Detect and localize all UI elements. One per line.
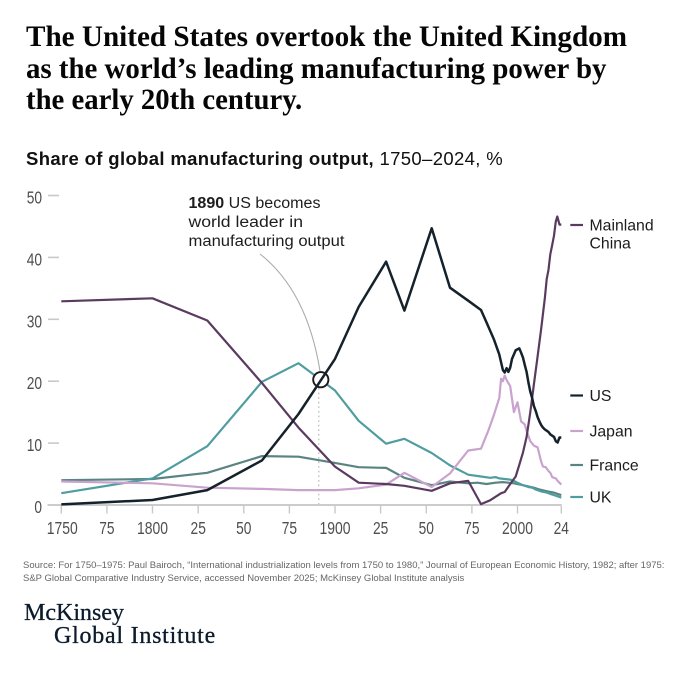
svg-text:20: 20	[27, 373, 42, 393]
svg-text:1890 US becomes: 1890 US becomes	[189, 195, 321, 212]
svg-text:UK: UK	[590, 490, 612, 507]
svg-text:Mainland: Mainland	[590, 218, 654, 235]
svg-text:1750: 1750	[47, 518, 78, 538]
svg-text:10: 10	[27, 435, 42, 455]
svg-text:50: 50	[27, 188, 42, 208]
svg-text:China: China	[590, 236, 631, 253]
svg-text:1800: 1800	[137, 518, 168, 538]
svg-text:Japan: Japan	[590, 424, 633, 441]
svg-text:75: 75	[282, 518, 297, 538]
svg-text:30: 30	[27, 311, 42, 331]
svg-text:50: 50	[236, 518, 251, 538]
svg-text:world leader in: world leader in	[187, 214, 303, 231]
svg-text:25: 25	[191, 518, 206, 538]
svg-text:manufacturing output: manufacturing output	[189, 233, 346, 250]
svg-text:75: 75	[99, 518, 114, 538]
svg-text:2000: 2000	[502, 518, 533, 538]
svg-text:75: 75	[464, 518, 479, 538]
svg-text:24: 24	[554, 518, 570, 538]
svg-text:25: 25	[373, 518, 388, 538]
svg-text:50: 50	[419, 518, 434, 538]
svg-text:US: US	[590, 388, 612, 405]
svg-text:40: 40	[27, 249, 42, 269]
svg-text:0: 0	[34, 497, 42, 517]
svg-text:1900: 1900	[320, 518, 351, 538]
svg-text:France: France	[590, 458, 639, 475]
